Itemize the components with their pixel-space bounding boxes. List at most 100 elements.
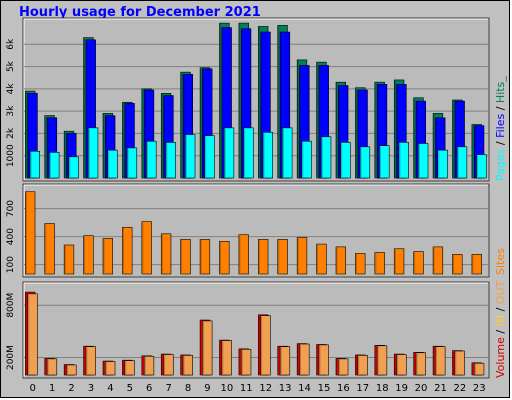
xtick-label: 20 — [415, 383, 428, 394]
xtick-label: 9 — [204, 383, 210, 394]
legend-sep: / — [494, 326, 507, 337]
ytick-label: 5k — [6, 60, 16, 72]
bar-pages-9 — [204, 135, 215, 179]
bar-pages-3 — [87, 127, 99, 179]
xtick-label: 17 — [356, 383, 369, 394]
xtick-label: 15 — [318, 383, 331, 394]
legend-in: IN — [494, 315, 507, 326]
bar-in-20 — [415, 352, 427, 376]
bar-sites-0 — [25, 191, 36, 275]
bar-sites-10 — [219, 240, 230, 275]
bar-pages-4 — [107, 149, 118, 179]
bar-sites-12 — [258, 239, 269, 275]
legend-volume: Volume — [494, 337, 507, 378]
bar-in-18 — [376, 345, 388, 376]
bar-sites-14 — [296, 237, 308, 275]
legend-pages: Pages — [494, 148, 507, 181]
bar-pages-6 — [146, 140, 157, 179]
bar-pages-23 — [476, 154, 487, 179]
xtick-label: 7 — [165, 383, 171, 394]
xtick-label: 16 — [337, 383, 350, 394]
bar-pages-20 — [418, 143, 429, 179]
xtick-label: 11 — [240, 383, 253, 394]
bar-sites-21 — [432, 246, 444, 275]
bar-in-11 — [240, 348, 252, 376]
xtick-label: 1 — [49, 383, 55, 394]
bar-pages-15 — [320, 136, 332, 179]
bar-in-0 — [27, 293, 38, 376]
bar-pages-13 — [282, 127, 293, 179]
bar-pages-11 — [243, 127, 254, 179]
bar-sites-23 — [471, 254, 482, 275]
bar-pages-2 — [68, 156, 79, 179]
bar-sites-4 — [102, 238, 114, 275]
bar-sites-1 — [44, 223, 55, 275]
xtick-label: 2 — [68, 383, 74, 394]
xtick-label: 0 — [30, 383, 36, 394]
bar-in-2 — [66, 364, 77, 376]
xtick-label: 8 — [185, 383, 191, 394]
bar-sites-9 — [199, 239, 211, 275]
bar-in-17 — [357, 355, 368, 376]
panel-sites — [22, 183, 490, 278]
xtick-label: 10 — [221, 383, 234, 394]
bar-pages-5 — [126, 147, 138, 179]
bar-pages-14 — [301, 140, 312, 179]
bar-pages-18 — [379, 145, 390, 179]
panel-hits-files-pages — [22, 17, 490, 182]
bar-sites-7 — [160, 233, 172, 275]
bar-in-12 — [260, 315, 271, 376]
xtick-label: 6 — [146, 383, 152, 394]
ytick-label: 2k — [6, 127, 16, 139]
bar-pages-8 — [185, 134, 196, 179]
bar-pages-0 — [29, 150, 40, 179]
bar-pages-1 — [49, 152, 60, 179]
bar-in-14 — [299, 343, 310, 376]
bar-in-16 — [338, 358, 349, 376]
bar-sites-15 — [316, 243, 327, 275]
xtick-label: 14 — [298, 383, 311, 394]
bar-pages-7 — [165, 142, 176, 179]
bar-in-21 — [435, 346, 446, 376]
bar-sites-3 — [83, 235, 94, 275]
panel-volume — [22, 281, 490, 379]
bar-sites-2 — [63, 244, 75, 275]
xtick-label: 23 — [473, 383, 486, 394]
legend: Volume / IN / OUT — [494, 280, 507, 378]
bar-sites-22 — [452, 254, 463, 275]
legend-sites: Sites — [494, 248, 507, 275]
legend-sep: / — [494, 103, 507, 114]
xtick-label: 22 — [454, 383, 467, 394]
bar-in-6 — [143, 355, 155, 376]
bar-pages-22 — [456, 146, 468, 179]
ytick-label: 4k — [6, 83, 16, 95]
bar-sites-11 — [238, 234, 249, 275]
xtick-label: 13 — [279, 383, 292, 394]
legend: Pages / Files / Hits_ — [494, 76, 507, 181]
ytick-label: 200M — [6, 345, 16, 370]
ytick-label: 400 — [6, 228, 16, 245]
bar-in-3 — [85, 346, 96, 376]
bar-sites-16 — [335, 246, 347, 275]
bar-in-19 — [396, 354, 407, 376]
bar-in-22 — [454, 350, 465, 376]
ytick-label: 700 — [6, 200, 16, 217]
bar-sites-5 — [122, 226, 133, 275]
xtick-label: 3 — [88, 383, 94, 394]
bar-sites-17 — [355, 253, 366, 275]
bar-in-13 — [279, 346, 291, 376]
bar-in-4 — [105, 361, 116, 376]
bar-in-9 — [202, 320, 213, 376]
bar-pages-21 — [437, 149, 448, 179]
xtick-label: 12 — [259, 383, 272, 394]
bar-in-1 — [46, 358, 58, 376]
bar-pages-10 — [223, 127, 235, 179]
bar-sites-19 — [393, 248, 405, 275]
bar-pages-19 — [398, 142, 409, 179]
chart-title: Hourly usage for December 2021 — [19, 5, 261, 20]
bar-sites-8 — [180, 239, 191, 275]
legend-files: Files — [494, 114, 507, 138]
xtick-label: 4 — [107, 383, 113, 394]
xtick-label: 5 — [127, 383, 133, 394]
